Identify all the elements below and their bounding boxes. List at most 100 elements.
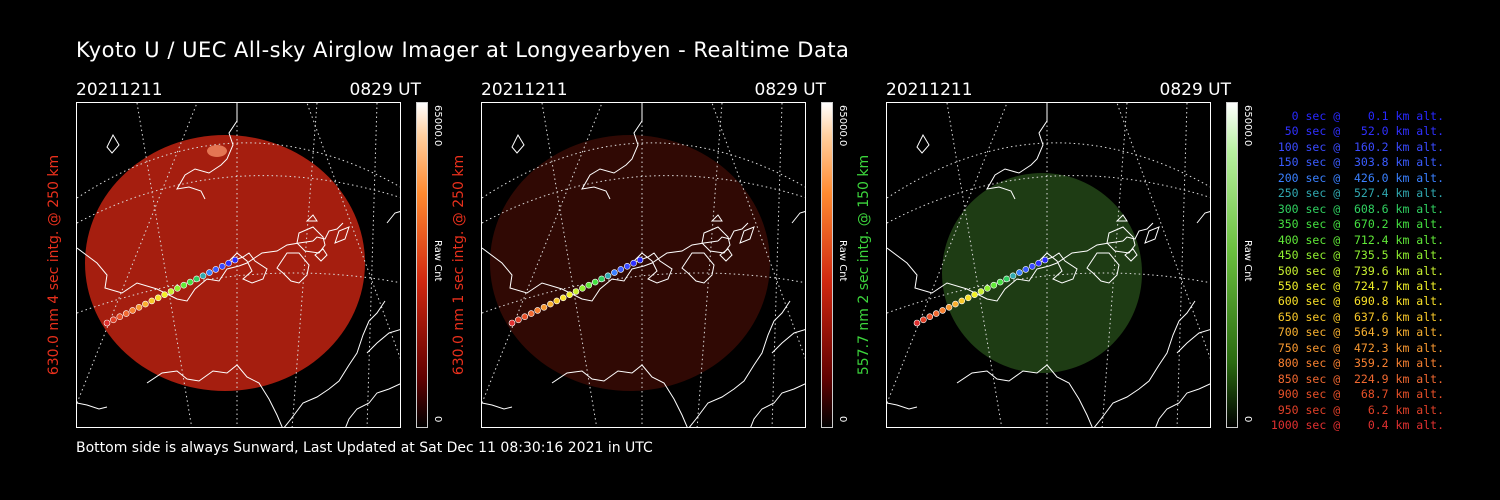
trajectory-point (135, 304, 143, 311)
colorbar (416, 102, 428, 428)
legend-alt: 6.2 km alt. (1347, 402, 1444, 417)
trajectory-point (103, 319, 111, 327)
trajectory-point (225, 259, 232, 267)
legend-alt: 637.6 km alt. (1347, 309, 1444, 324)
coastline (366, 329, 400, 354)
allsky-map (77, 103, 400, 427)
legend-alt: 0.1 km alt. (1347, 109, 1444, 123)
colorbar-min: 0 (837, 416, 848, 423)
legend-sec: 450 sec @ (1270, 248, 1348, 263)
trajectory-point (231, 256, 239, 264)
trajectory-point (604, 272, 612, 280)
page-title: Kyoto U / UEC All-sky Airglow Imager at … (76, 38, 850, 62)
legend-sec: 300 sec @ (1270, 201, 1348, 216)
trajectory-point (990, 281, 998, 289)
trajectory-point (572, 288, 580, 295)
trajectory-point (958, 297, 966, 305)
coastline (771, 329, 805, 354)
legend-sec: 800 sec @ (1270, 356, 1348, 371)
sky-disk (490, 135, 770, 391)
trajectory-point (515, 316, 522, 324)
legend-row: 550 sec @ 724.7 km alt. (1271, 279, 1444, 294)
legend-row: 750 sec @ 472.3 km alt. (1271, 341, 1444, 356)
colorbar (821, 102, 833, 428)
coastline (750, 383, 805, 427)
footer-note: Bottom side is always Sunward, Last Upda… (76, 440, 653, 456)
legend-sec: 0 sec @ (1270, 109, 1348, 123)
coastline (956, 364, 1093, 427)
coastline (77, 402, 108, 410)
legend-row: 100 sec @ 160.2 km alt. (1271, 140, 1444, 155)
coastline (1196, 211, 1210, 224)
panel-side-label: 630.0 nm 1 sec intg. @ 250 km (451, 154, 467, 376)
trajectory-point (1022, 266, 1030, 273)
trajectory-point (945, 304, 953, 311)
coastline (482, 402, 513, 410)
trajectory-point (212, 266, 220, 273)
legend-alt: 303.8 km alt. (1347, 155, 1444, 170)
panel-side-label: 557.7 nm 2 sec intg. @ 150 km (856, 154, 872, 376)
legend-alt: 160.2 km alt. (1347, 139, 1444, 154)
trajectory-point (920, 316, 927, 324)
legend-row: 150 sec @ 303.8 km alt. (1271, 155, 1444, 170)
legend-alt: 0.4 km alt. (1347, 418, 1444, 433)
coastline (986, 103, 1048, 200)
legend-alt: 52.0 km alt. (1347, 124, 1444, 139)
colorbar-unit: Raw Cnt (837, 240, 848, 282)
legend-sec: 100 sec @ (1270, 139, 1348, 154)
trajectory-point (206, 269, 213, 276)
coastline (482, 240, 719, 302)
airglow-panel-557nm-2s: 20211211 0829 UT 557.7 nm 2 sec intg. @ … (856, 80, 1276, 436)
grid-line (77, 175, 400, 224)
sky-disk (85, 135, 365, 391)
coastline (1122, 222, 1154, 242)
allsky-image (886, 102, 1211, 428)
trajectory-point (579, 285, 586, 292)
trajectory-point (996, 278, 1004, 286)
legend-alt: 224.9 km alt. (1347, 371, 1444, 386)
trajectory-point (939, 307, 946, 314)
legend-row: 950 sec @ 6.2 km alt. (1271, 403, 1444, 418)
legend-sec: 850 sec @ (1270, 371, 1348, 386)
trajectory-point (1041, 256, 1049, 264)
panel-date: 20211211 (886, 80, 973, 100)
coastline (283, 300, 386, 427)
trajectory-point (199, 272, 207, 280)
coastline (1155, 383, 1210, 427)
coastline (719, 248, 733, 262)
trajectory-point (1035, 259, 1042, 267)
trajectory-point (154, 294, 162, 302)
grid-line (887, 175, 1210, 224)
coastline (739, 226, 755, 244)
trajectory-point (1009, 272, 1017, 280)
trajectory-point (534, 307, 541, 314)
legend-sec: 900 sec @ (1270, 387, 1348, 402)
aurora-glow (207, 145, 227, 157)
legend-sec: 550 sec @ (1270, 278, 1348, 293)
colorbar-max: 65000.0 (837, 105, 848, 147)
coastline (226, 252, 268, 284)
coastline (887, 402, 918, 410)
legend-alt: 426.0 km alt. (1347, 170, 1444, 185)
coastline (1115, 214, 1128, 222)
legend-row: 650 sec @ 637.6 km alt. (1271, 310, 1444, 325)
trajectory-point (630, 259, 637, 267)
trajectory-point (122, 310, 130, 317)
legend-sec: 600 sec @ (1270, 294, 1348, 309)
trajectory-point (521, 313, 529, 320)
coastline (106, 133, 120, 154)
legend-row: 700 sec @ 564.9 km alt. (1271, 325, 1444, 340)
trajectory-point (611, 269, 618, 276)
colorbar-max: 65000.0 (1242, 105, 1253, 147)
coastline (146, 364, 283, 427)
legend-sec: 1000 sec @ (1270, 418, 1348, 433)
colorbar-unit: Raw Cnt (1242, 240, 1253, 282)
panel-time: 0829 UT (1159, 80, 1232, 100)
legend-alt: 735.5 km alt. (1347, 248, 1444, 263)
grid-line (291, 103, 318, 427)
trajectory-legend: 0 sec @ 0.1 km alt. 50 sec @ 52.0 km alt… (1271, 109, 1444, 434)
coastline (1036, 252, 1078, 284)
trajectory-point (148, 297, 156, 305)
panel-time: 0829 UT (349, 80, 422, 100)
legend-row: 600 sec @ 690.8 km alt. (1271, 294, 1444, 309)
